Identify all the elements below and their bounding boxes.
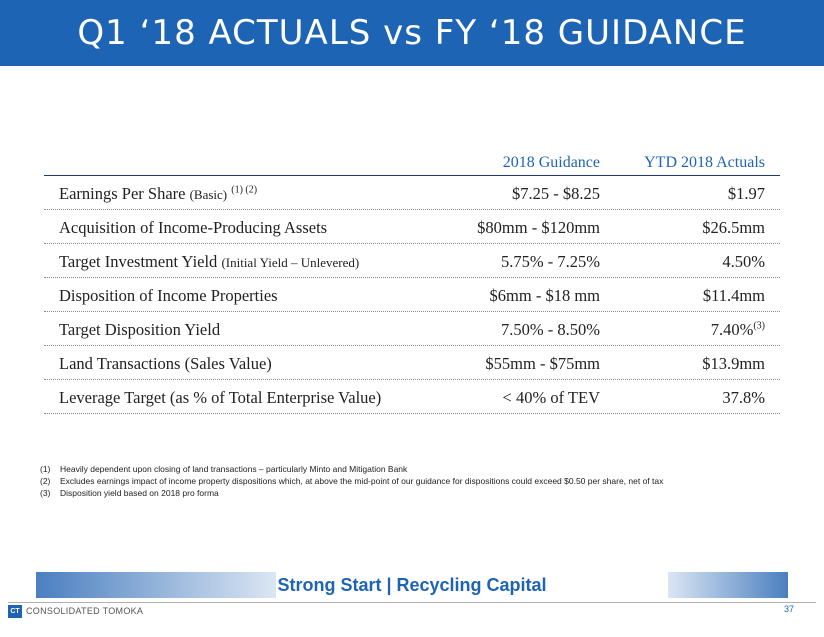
row-label-text: Leverage Target (as % of Total Enterpris… [59,388,382,407]
row-label-qualifier: (Initial Yield – Unlevered) [221,255,360,270]
actual-value-cell: $1.97 [728,184,765,204]
actual-value-cell: 4.50% [722,252,765,272]
company-name: CONSOLIDATED TOMOKA [26,606,144,616]
table-row: Target Investment Yield (Initial Yield –… [44,244,780,278]
actual-footnote-ref: (3) [753,320,765,332]
guidance-value: $80mm - $120mm [477,218,600,237]
table-row: Target Disposition Yield 7.50% - 8.50% 7.4… [44,312,780,346]
actual-value: $1.97 [727,184,765,203]
actual-value: $11.4mm [702,286,765,305]
footnote-number: (2) [40,476,51,486]
tagline-band-left [36,572,276,598]
company-logo: CT CONSOLIDATED TOMOKA [8,604,143,618]
footnote: (2) Excludes earnings impact of income pr… [40,475,820,487]
guidance-value: < 40% of TEV [502,388,600,407]
row-label-qualifier: (Basic) [189,187,228,202]
row-label: Disposition of Income Properties [59,286,278,306]
actual-value-cell: $13.9mm [702,354,765,374]
footnote: (3) Disposition yield based on 2018 pro f… [40,487,820,499]
row-label-text: Target Investment Yield [59,252,218,271]
footnote-text: Disposition yield based on 2018 pro form… [60,488,219,498]
row-label-text: Target Disposition Yield [59,320,221,339]
company-logo-mark: CT [8,604,22,618]
actual-value: $26.5mm [702,218,765,237]
row-label-footnote-ref: (1) (2) [231,184,258,196]
footnote-text: Excludes earnings impact of income prope… [60,476,664,486]
table-body: Earnings Per Share (Basic) (1) (2) $7.25 … [44,176,780,414]
actual-value: $13.9mm [702,354,765,373]
row-label-text: Land Transactions (Sales Value) [59,354,272,373]
row-label: Target Investment Yield (Initial Yield –… [59,252,359,272]
table-header: 2018 Guidance YTD 2018 Actuals [44,148,780,176]
page-title: Q1 ‘18 ACTUALS vs FY ‘18 GUIDANCE [77,13,747,53]
table-row: Leverage Target (as % of Total Enterpris… [44,380,780,414]
footnote-number: (3) [40,488,51,498]
row-label: Earnings Per Share (Basic) (1) (2) [59,184,257,204]
guidance-table: 2018 Guidance YTD 2018 Actuals Earnings … [44,148,780,414]
actual-value: 4.50% [722,252,765,271]
table-row: Earnings Per Share (Basic) (1) (2) $7.25 … [44,176,780,210]
tagline-band-right [668,572,788,598]
row-label-text: Disposition of Income Properties [59,286,278,305]
row-label-text: Acquisition of Income-Producing Assets [59,218,328,237]
guidance-value: $55mm - $75mm [485,354,600,373]
row-label: Leverage Target (as % of Total Enterpris… [59,388,381,408]
table-row: Land Transactions (Sales Value) $55mm - $… [44,346,780,380]
actual-value-cell: 7.40%(3) [711,320,765,340]
actual-value-cell: 37.8% [722,388,765,408]
row-label: Land Transactions (Sales Value) [59,354,272,374]
footnote-text: Heavily dependent upon closing of land t… [60,464,408,474]
row-label: Acquisition of Income-Producing Assets [59,218,327,238]
actual-value: 37.8% [722,388,765,407]
guidance-value: $7.25 - $8.25 [512,184,600,203]
actual-value-cell: $26.5mm [702,218,765,238]
guidance-value: 5.75% - 7.25% [501,252,600,271]
tagline: Strong Start | Recycling Capital [277,574,547,595]
footnote: (1) Heavily dependent upon closing of lan… [40,463,820,475]
title-bar [0,0,824,66]
table-row: Acquisition of Income-Producing Assets $8… [44,210,780,244]
page-number: 37 [783,604,794,614]
table-row: Disposition of Income Properties $6mm - $… [44,278,780,312]
footnotes: (1) Heavily dependent upon closing of lan… [40,463,820,499]
footer-divider [8,602,816,603]
guidance-value: 7.50% - 8.50% [501,320,600,339]
row-label: Target Disposition Yield [59,320,220,340]
column-header-actuals: YTD 2018 Actuals [644,154,765,171]
row-label-text: Earnings Per Share [59,184,186,203]
tagline-banner: Strong Start | Recycling Capital [0,572,824,600]
actual-value-cell: $11.4mm [703,286,765,306]
column-header-guidance: 2018 Guidance [502,154,600,171]
footnote-number: (1) [40,464,51,474]
guidance-value: $6mm - $18 mm [489,286,600,305]
actual-value: 7.40% [710,320,754,339]
